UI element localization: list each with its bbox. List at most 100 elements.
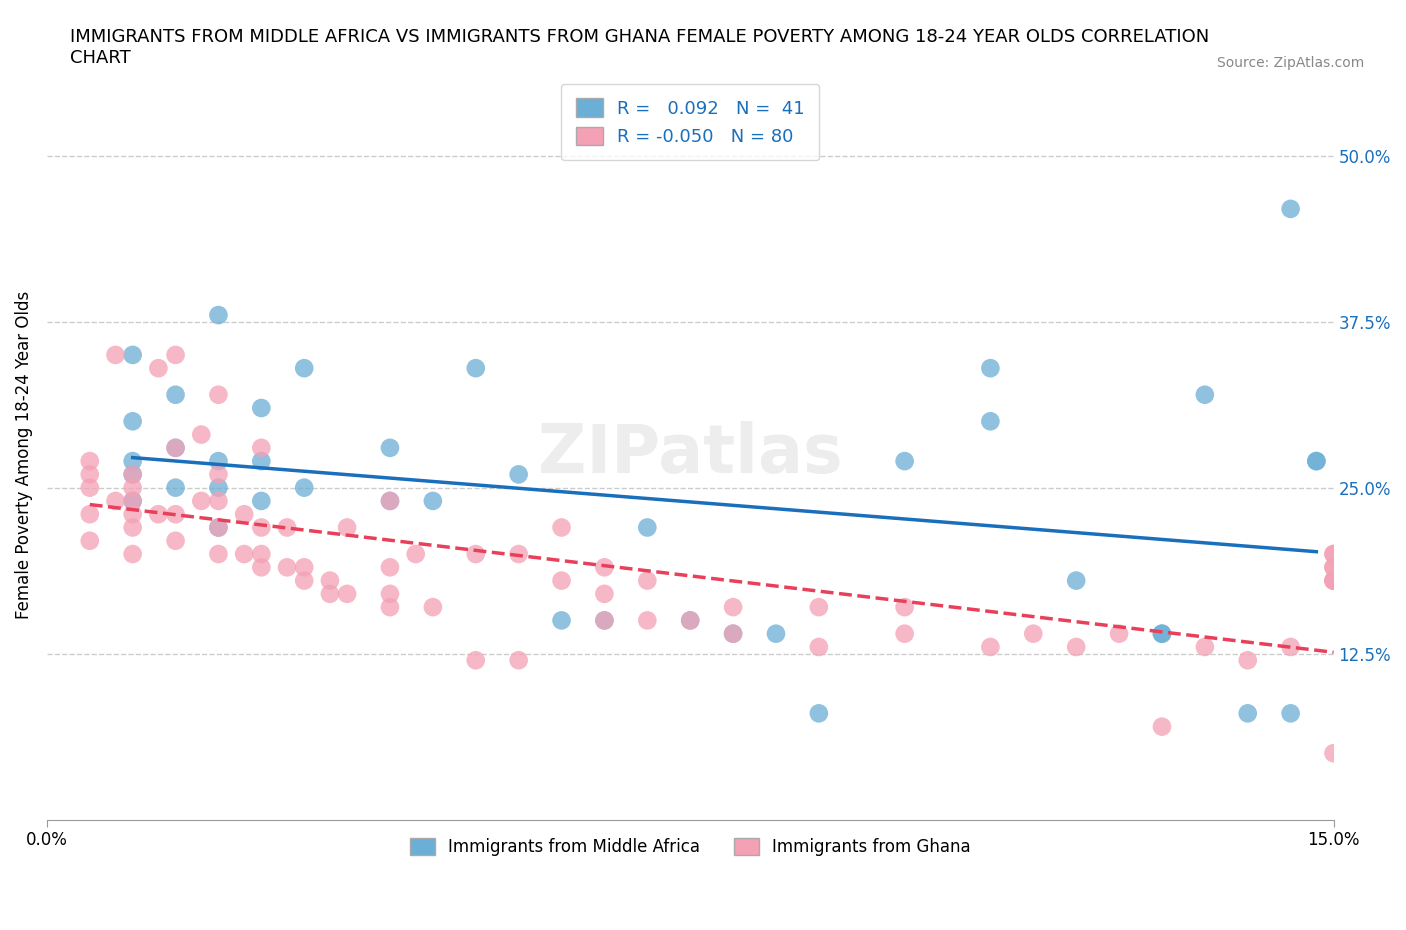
Point [207, 480, 229, 495]
Point [292, 361, 315, 376]
Point [593, 560, 616, 575]
Point [121, 520, 143, 535]
Point [1305, 454, 1327, 469]
Point [593, 613, 616, 628]
Point [1064, 640, 1087, 655]
Point [1022, 626, 1045, 641]
Point [550, 520, 572, 535]
Point [464, 547, 486, 562]
Point [1150, 719, 1173, 734]
Point [121, 494, 143, 509]
Point [1322, 547, 1344, 562]
Point [250, 520, 273, 535]
Point [378, 494, 401, 509]
Point [1236, 653, 1258, 668]
Point [190, 427, 212, 442]
Point [165, 387, 187, 402]
Point [250, 547, 273, 562]
Point [1194, 387, 1216, 402]
Point [422, 600, 444, 615]
Point [165, 533, 187, 548]
Legend: Immigrants from Middle Africa, Immigrants from Ghana: Immigrants from Middle Africa, Immigrant… [396, 825, 984, 870]
Point [593, 613, 616, 628]
Point [165, 480, 187, 495]
Point [1150, 626, 1173, 641]
Point [319, 587, 342, 602]
Point [121, 480, 143, 495]
Point [207, 520, 229, 535]
Point [508, 547, 530, 562]
Point [207, 454, 229, 469]
Point [165, 348, 187, 363]
Point [508, 653, 530, 668]
Point [148, 507, 170, 522]
Point [721, 600, 744, 615]
Point [79, 467, 101, 482]
Point [79, 480, 101, 495]
Point [121, 494, 143, 509]
Point [1279, 706, 1302, 721]
Point [807, 640, 830, 655]
Point [250, 454, 273, 469]
Text: IMMIGRANTS FROM MIDDLE AFRICA VS IMMIGRANTS FROM GHANA FEMALE POVERTY AMONG 18-2: IMMIGRANTS FROM MIDDLE AFRICA VS IMMIGRA… [70, 28, 1209, 67]
Point [636, 613, 658, 628]
Point [292, 573, 315, 588]
Point [1322, 573, 1344, 588]
Point [636, 573, 658, 588]
Point [679, 613, 702, 628]
Point [508, 467, 530, 482]
Point [550, 573, 572, 588]
Point [121, 454, 143, 469]
Point [422, 494, 444, 509]
Point [464, 361, 486, 376]
Point [250, 441, 273, 456]
Point [292, 480, 315, 495]
Point [1064, 573, 1087, 588]
Point [550, 613, 572, 628]
Point [336, 587, 359, 602]
Point [464, 653, 486, 668]
Y-axis label: Female Poverty Among 18-24 Year Olds: Female Poverty Among 18-24 Year Olds [15, 290, 32, 618]
Point [1322, 547, 1344, 562]
Point [593, 587, 616, 602]
Point [104, 348, 127, 363]
Point [292, 560, 315, 575]
Point [378, 494, 401, 509]
Point [1322, 573, 1344, 588]
Point [104, 494, 127, 509]
Point [893, 600, 915, 615]
Point [721, 626, 744, 641]
Point [121, 467, 143, 482]
Point [378, 600, 401, 615]
Text: ZIPatlas: ZIPatlas [538, 421, 842, 487]
Point [807, 706, 830, 721]
Point [190, 494, 212, 509]
Point [276, 520, 298, 535]
Point [1322, 573, 1344, 588]
Point [233, 547, 256, 562]
Point [1305, 454, 1327, 469]
Point [979, 640, 1001, 655]
Point [1236, 706, 1258, 721]
Point [207, 467, 229, 482]
Point [1322, 746, 1344, 761]
Point [765, 626, 787, 641]
Point [276, 560, 298, 575]
Point [405, 547, 427, 562]
Point [250, 494, 273, 509]
Point [636, 520, 658, 535]
Point [207, 387, 229, 402]
Point [79, 454, 101, 469]
Text: Source: ZipAtlas.com: Source: ZipAtlas.com [1216, 56, 1364, 70]
Point [807, 600, 830, 615]
Point [250, 401, 273, 416]
Point [679, 613, 702, 628]
Point [378, 587, 401, 602]
Point [378, 560, 401, 575]
Point [1150, 626, 1173, 641]
Point [1279, 202, 1302, 217]
Point [79, 533, 101, 548]
Point [1108, 626, 1130, 641]
Point [893, 626, 915, 641]
Point [1194, 640, 1216, 655]
